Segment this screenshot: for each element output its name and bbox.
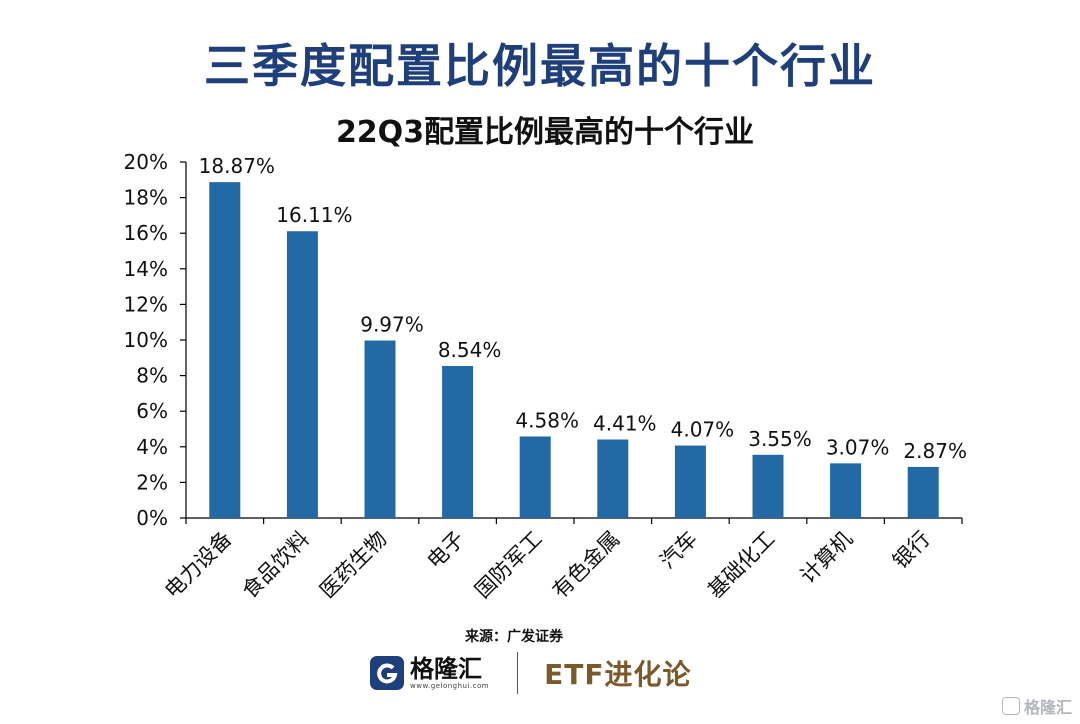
footer: 格隆汇 www.gelonghui.com ETF进化论: [370, 648, 691, 698]
bar: [286, 231, 318, 518]
value-label: 4.41%: [593, 412, 657, 436]
value-label: 18.87%: [199, 154, 275, 178]
category-label: 银行: [888, 527, 935, 574]
main-title: 三季度配置比例最高的十个行业: [204, 39, 876, 93]
value-label: 4.58%: [515, 408, 579, 432]
value-label: 3.07%: [826, 435, 890, 459]
logo-url: www.gelonghui.com: [410, 682, 490, 690]
source-text: 来源：广发证券: [465, 629, 563, 645]
chart-title: 22Q3配置比例最高的十个行业: [336, 115, 754, 150]
y-tick-label: 14%: [124, 257, 168, 281]
value-label: 2.87%: [903, 439, 967, 463]
bar: [674, 445, 706, 518]
y-axis: 0% 2% 4% 6% 8% 10% 12% 14% 16% 18% 20%: [124, 150, 187, 530]
y-tick-label: 8%: [136, 364, 168, 388]
category-label: 计算机: [796, 527, 858, 589]
value-label: 16.11%: [276, 203, 352, 227]
bar: [209, 182, 241, 518]
category-label: 国防军工: [470, 527, 546, 603]
category-labels: 电力设备 食品饮料 医药生物 电子 国防军工 有色金属 汽车 基础化工 计算机 银行: [160, 527, 935, 603]
y-tick-label: 16%: [124, 221, 168, 245]
bars: [209, 182, 939, 518]
y-tick-label: 20%: [124, 150, 168, 174]
x-axis: [185, 517, 963, 524]
category-label: 医药生物: [315, 527, 391, 603]
bar: [364, 340, 396, 518]
category-label: 有色金属: [548, 527, 624, 603]
y-tick-label: 6%: [136, 399, 168, 423]
watermark-text: 格隆汇: [1023, 698, 1072, 717]
y-tick-label: 18%: [124, 186, 168, 210]
category-label: 食品饮料: [238, 527, 314, 603]
y-tick-label: 0%: [136, 506, 168, 530]
footer-brand: ETF进化论: [544, 658, 692, 691]
category-label: 汽车: [655, 527, 702, 574]
bar: [519, 436, 551, 518]
value-label: 4.07%: [671, 418, 735, 442]
y-tick-label: 4%: [136, 435, 168, 459]
footer-divider: [517, 652, 519, 694]
value-label: 9.97%: [360, 313, 424, 337]
watermark: 格隆汇: [1001, 694, 1072, 718]
category-label: 电子: [422, 527, 469, 574]
y-tick-label: 12%: [124, 292, 168, 316]
category-label: 基础化工: [703, 527, 779, 603]
value-label: 3.55%: [748, 427, 812, 451]
bar: [442, 365, 474, 518]
y-tick-label: 10%: [124, 328, 168, 352]
value-labels: 18.87% 16.11% 9.97% 8.54% 4.58% 4.41% 4.07% 3.5…: [199, 154, 967, 463]
watermark-g-icon: [1001, 697, 1020, 715]
bar: [907, 466, 939, 518]
bar-chart: 22Q3配置比例最高的十个行业 0% 2% 4% 6% 8% 10% 12% 14% 16% 18…: [124, 115, 967, 603]
bar: [597, 439, 629, 518]
logo-name: 格隆汇: [410, 655, 482, 683]
value-label: 8.54%: [438, 338, 502, 362]
bar: [830, 463, 862, 518]
category-label: 电力设备: [160, 527, 236, 603]
bar: [752, 454, 784, 518]
g-logo-icon: [370, 656, 404, 690]
y-tick-label: 2%: [136, 470, 168, 494]
gelonghui-logo: 格隆汇 www.gelonghui.com: [370, 656, 489, 690]
